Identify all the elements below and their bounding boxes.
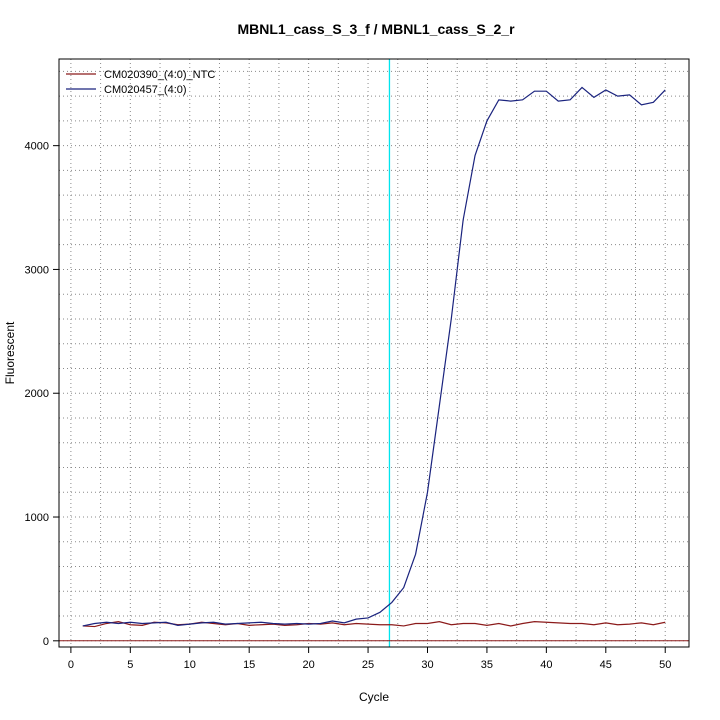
y-tick-label: 2000 (25, 388, 49, 400)
x-tick-label: 10 (184, 659, 196, 671)
legend-entry-1: CM020457_(4:0) (104, 84, 187, 96)
x-axis: 0 5 10 15 20 25 30 35 40 45 50 (68, 647, 671, 671)
grid (59, 59, 689, 647)
y-tick-label: 0 (43, 636, 49, 648)
x-tick-label: 30 (421, 659, 433, 671)
x-tick-label: 15 (243, 659, 255, 671)
x-tick-label: 35 (481, 659, 493, 671)
x-tick-label: 20 (302, 659, 314, 671)
x-tick-label: 40 (540, 659, 552, 671)
legend-entry-0: CM020390_(4:0)_NTC (104, 69, 215, 81)
y-tick-label: 1000 (25, 512, 49, 524)
chart-title: MBNL1_cass_S_3_f / MBNL1_cass_S_2_r (237, 21, 515, 37)
y-tick-label: 4000 (25, 141, 49, 153)
x-tick-label: 5 (127, 659, 133, 671)
series-line-1 (82, 86, 666, 627)
y-axis: 0 1000 2000 3000 4000 (25, 141, 59, 648)
x-axis-label: Cycle (359, 690, 389, 704)
plot-frame (58, 58, 690, 648)
x-tick-label: 25 (362, 659, 374, 671)
y-tick-label: 3000 (25, 264, 49, 276)
x-tick-label: 0 (68, 659, 74, 671)
x-tick-label: 50 (659, 659, 671, 671)
series-lines (82, 86, 666, 628)
x-tick-label: 45 (600, 659, 612, 671)
y-axis-label: Fluorescent (3, 321, 17, 384)
legend: CM020390_(4:0)_NTC CM020457_(4:0) (66, 69, 215, 96)
